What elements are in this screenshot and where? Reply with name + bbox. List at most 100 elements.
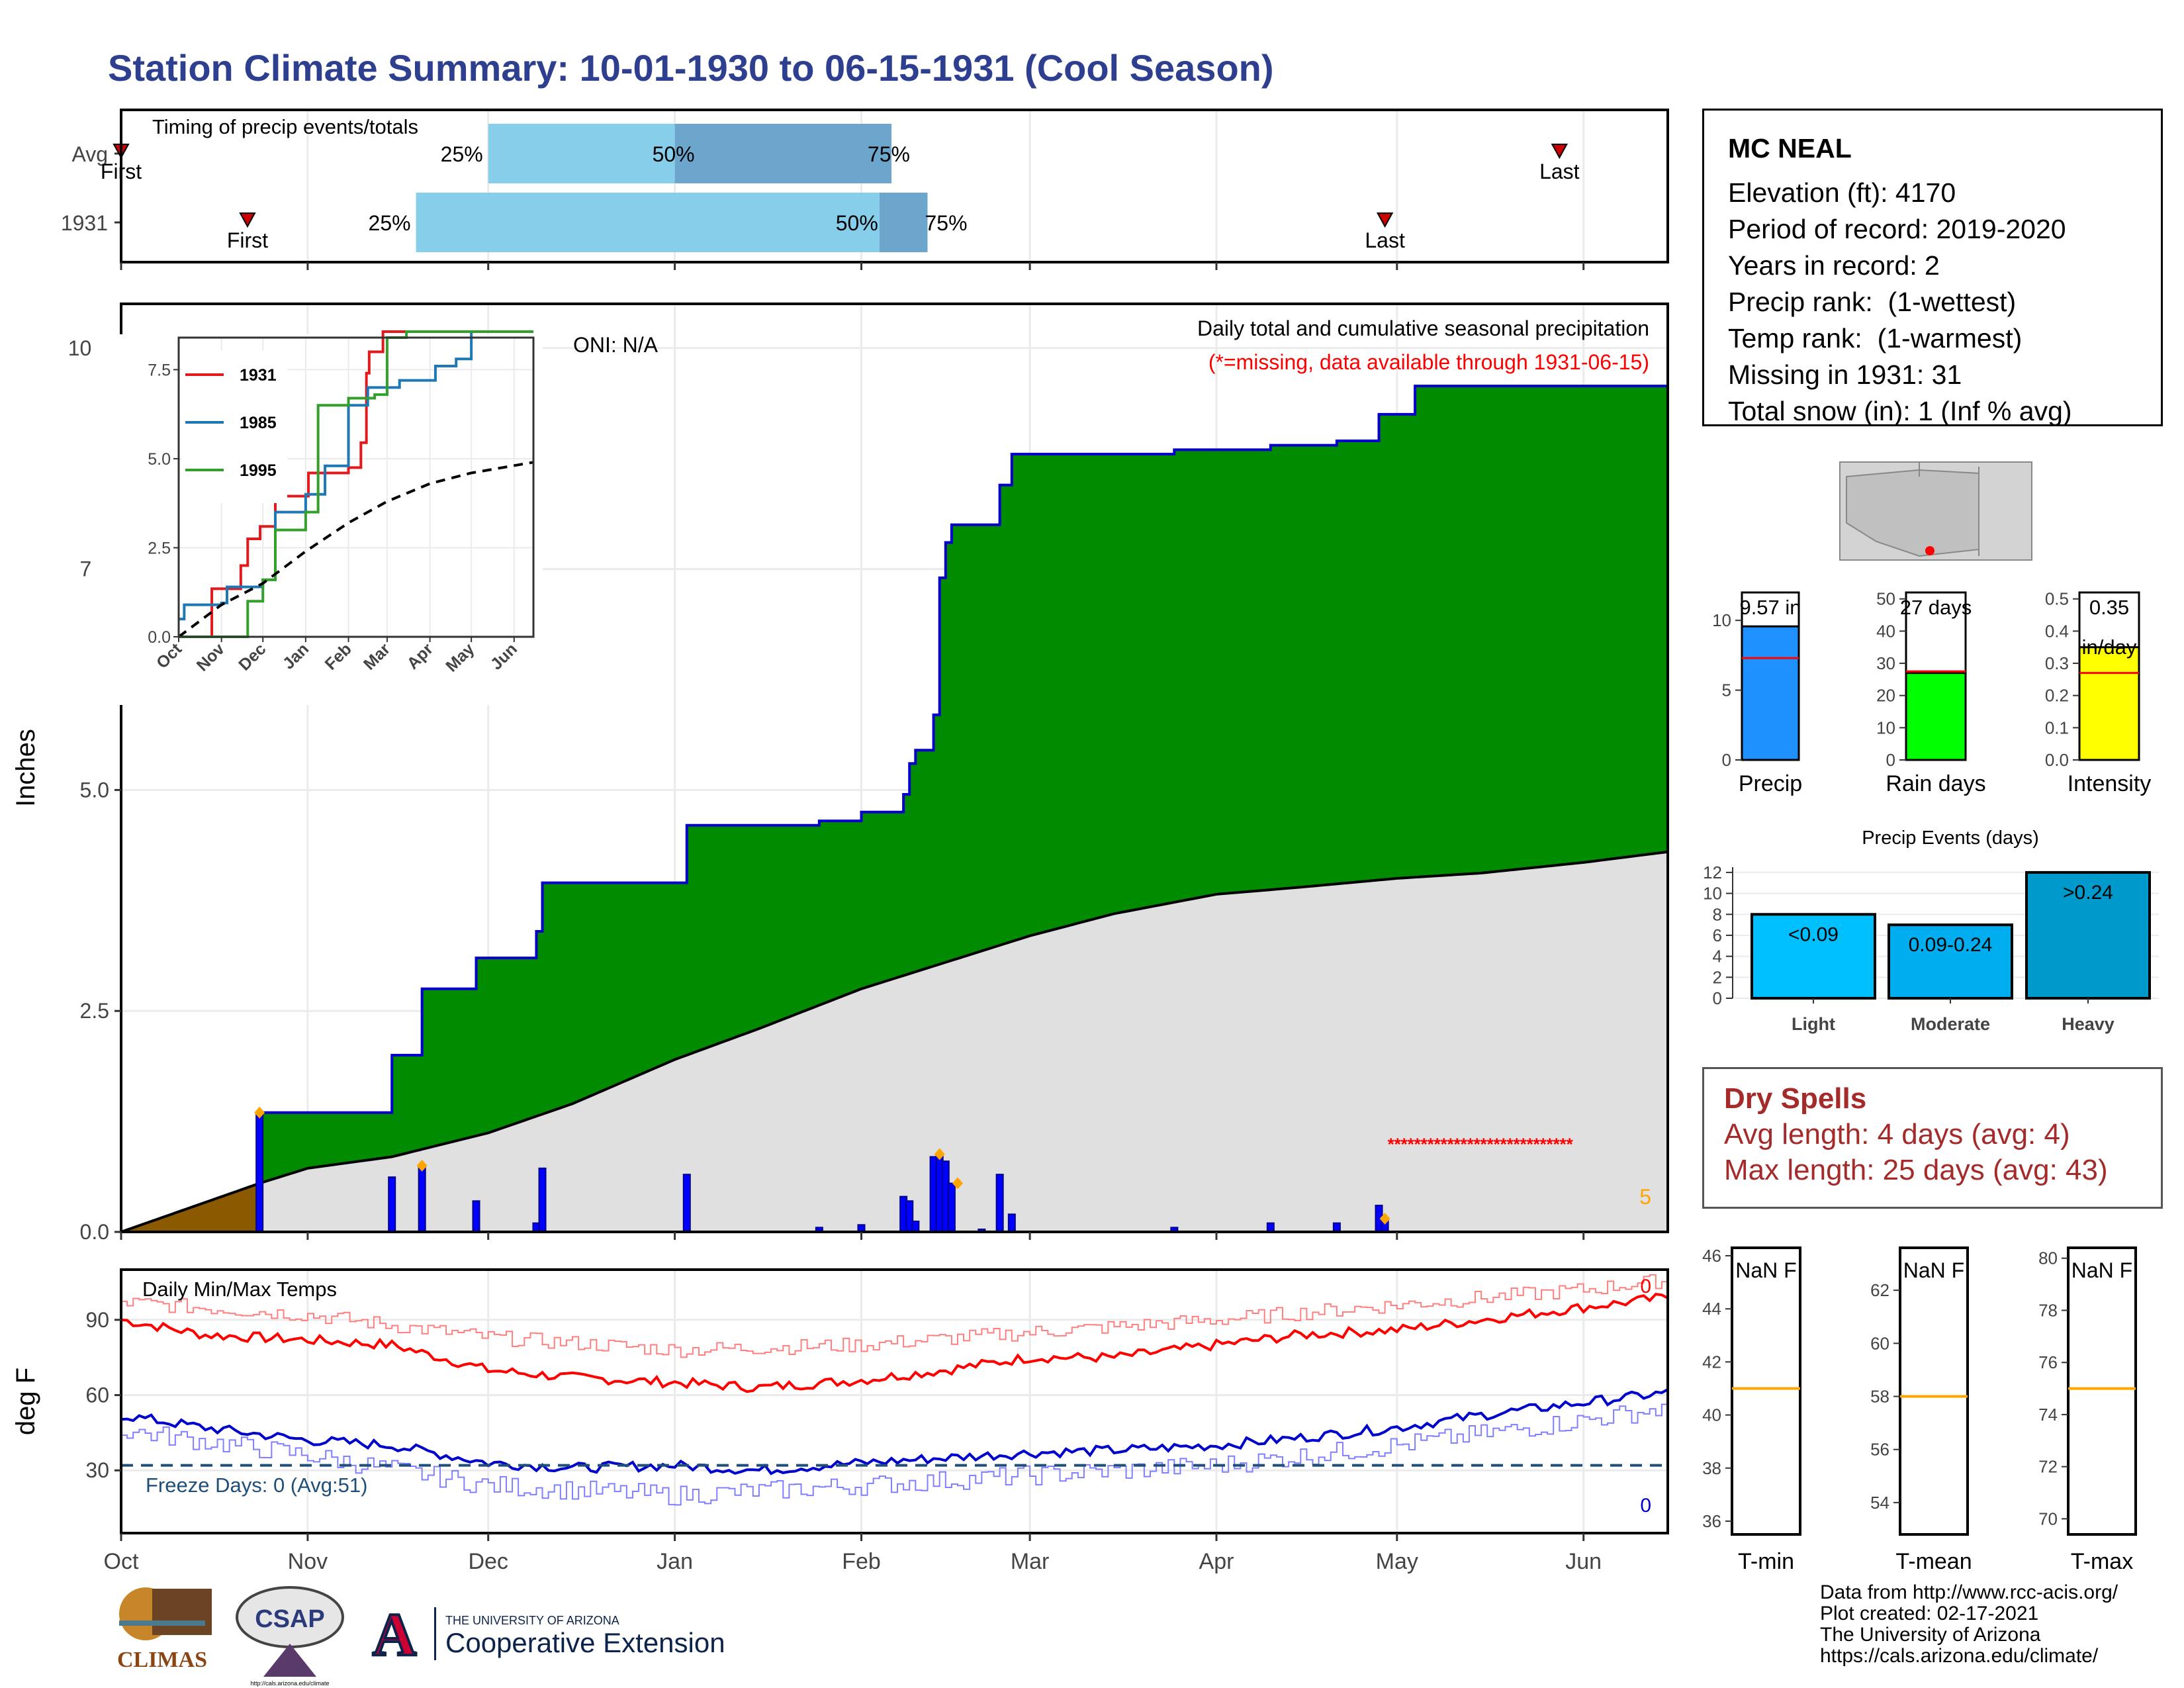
daily-precip-bar <box>388 1176 396 1233</box>
temp-line-max <box>120 1292 1668 1393</box>
daily-precip-bar <box>947 1182 956 1233</box>
station-info-box: MC NEAL Elevation (ft): 4170 Period of r… <box>1702 109 2163 426</box>
precip-event-bar-label: 0.09-0.24 <box>1909 934 1993 956</box>
events-ytick-label: 4 <box>1713 947 1722 966</box>
inset-ytick-label: 0.0 <box>148 628 171 647</box>
temp-panel-label: Daily Min/Max Temps <box>142 1278 337 1301</box>
temp-ylabel: deg F <box>11 1368 40 1435</box>
event-marker-icon <box>1379 1212 1390 1225</box>
summary-ytick-label: 0.0 <box>2045 750 2069 770</box>
station-missing: Missing in 1931: 31 <box>1728 359 1962 390</box>
climas-logo-text: CLIMAS <box>117 1648 207 1672</box>
ua-logo: A THE UNIVERSITY OF ARIZONA Cooperative … <box>363 1601 747 1667</box>
timing-first-label: First <box>227 228 268 252</box>
max-record-count: 0 <box>1640 1276 1651 1297</box>
missing-day-marker: * <box>1507 1134 1514 1154</box>
missing-day-marker: * <box>1394 1134 1402 1154</box>
temp-box-ytick-label: 70 <box>2038 1509 2058 1528</box>
station-precip-rank: Precip rank: (1-wettest) <box>1728 287 2017 317</box>
summary-ytick-label: 0.3 <box>2045 653 2069 673</box>
footer-plot-created: Plot created: 02-17-2021 <box>1820 1603 2039 1624</box>
inset-legend-bg <box>181 351 287 503</box>
station-snow: Total snow (in): 1 (Inf % avg) <box>1728 396 2072 426</box>
observed-precip-line <box>258 385 1668 1232</box>
inset-ytick-label: 2.5 <box>148 539 171 557</box>
inset-frame <box>177 336 535 638</box>
month-axis-label: Feb <box>842 1549 881 1574</box>
summary-ytick-label: 10 <box>1876 718 1895 737</box>
temp-box-ytick-label: 60 <box>1870 1333 1889 1353</box>
dry-spells-title: Dry Spells <box>1724 1082 1867 1115</box>
daily-precip-bar <box>995 1174 1004 1233</box>
temp-box-label: T-mean <box>1895 1549 1972 1574</box>
dry-spells-avg: Avg length: 4 days (avg: 4) <box>1724 1118 2070 1150</box>
temp-box-frame <box>2067 1246 2137 1536</box>
climas-logo: CLIMAS <box>106 1582 218 1681</box>
precip-event-bar-moderate <box>1888 923 2013 1000</box>
precip-event-category: Moderate <box>1911 1014 1990 1034</box>
temp-box-ytick-label: 78 <box>2038 1300 2058 1320</box>
station-temp-rank: Temp rank: (1-warmest) <box>1728 323 2023 353</box>
timing-box-50-75 <box>879 193 928 252</box>
events-ytick-label: 12 <box>1703 863 1722 882</box>
timing-box-25-50 <box>488 124 675 183</box>
precip-event-bar-label: <0.09 <box>1788 923 1839 945</box>
month-axis-label: Nov <box>288 1549 328 1574</box>
missing-day-marker: * <box>1461 1134 1468 1154</box>
dry-spells-max: Max length: 25 days (avg: 43) <box>1724 1154 2108 1186</box>
missing-day-marker: * <box>1494 1134 1501 1154</box>
precip-caption: Daily total and cumulative seasonal prec… <box>1197 316 1649 340</box>
summary-bar-label: Precip <box>1739 771 1802 796</box>
summary-ytick-label: 0.5 <box>2045 589 2069 609</box>
observed-precip-area <box>259 386 1668 1232</box>
events-ytick-label: 0 <box>1713 988 1722 1008</box>
station-years: Years in record: 2 <box>1728 250 1940 281</box>
timing-q75-label: 75% <box>925 211 968 235</box>
timing-q25-label: 25% <box>441 142 483 166</box>
timing-panel-frame <box>120 109 1669 263</box>
daily-precip-bar <box>255 1111 264 1233</box>
precip-panel-frame <box>120 303 1669 1233</box>
oni-label: ONI: N/A <box>573 333 659 357</box>
station-name: MC NEAL <box>1728 133 1852 164</box>
inset-series-line-1931 <box>179 330 533 638</box>
min-record-count: 0 <box>1640 1495 1651 1517</box>
missing-day-marker: * <box>1474 1134 1481 1154</box>
temp-box-ytick-label: 46 <box>1702 1246 1721 1266</box>
missing-day-marker: * <box>1487 1134 1494 1154</box>
summary-ytick-label: 30 <box>1876 653 1895 673</box>
temp-box-ytick-label: 74 <box>2038 1405 2058 1425</box>
csap-mountain-icon <box>263 1644 316 1677</box>
summary-value-label: 27 days <box>1900 596 1972 619</box>
temp-box-frame <box>1731 1246 1801 1536</box>
arizona-shape-icon <box>1846 469 1979 557</box>
temp-box-ytick-label: 36 <box>1702 1511 1721 1531</box>
summary-value-label: 9.57 in <box>1739 596 1801 619</box>
temp-line-min <box>120 1388 1668 1476</box>
timing-box-25-50 <box>416 193 880 252</box>
daily-precip-bar <box>472 1200 480 1233</box>
summary-bar-2 <box>2078 646 2140 761</box>
event-marker-icon <box>254 1106 265 1119</box>
precip-ytick-label: 0.0 <box>80 1220 109 1244</box>
missing-day-marker: * <box>1388 1134 1395 1154</box>
temp-box-ytick-label: 44 <box>1702 1299 1721 1319</box>
event-marker-icon <box>416 1159 428 1172</box>
normal-precip-line <box>120 850 1668 1233</box>
events-ytick-label: 8 <box>1713 904 1722 924</box>
missing-day-marker: * <box>1547 1134 1554 1154</box>
events-ytick-label: 10 <box>1703 884 1722 904</box>
missing-day-marker: * <box>1428 1134 1435 1154</box>
inset-legend-label: 1931 <box>240 366 277 385</box>
footer-credits: Data from http://www.rcc-acis.org/ Plot … <box>1820 1582 2118 1667</box>
summary-ytick-label: 40 <box>1876 621 1895 641</box>
climas-mountain-icon <box>152 1589 212 1635</box>
missing-day-marker: * <box>1567 1134 1574 1154</box>
ua-extension-text: Cooperative Extension <box>445 1627 725 1658</box>
summary-value-label: 0.35 <box>2089 596 2129 619</box>
timing-q25-label: 25% <box>369 211 411 235</box>
precip-ylabel: Inches <box>11 729 40 807</box>
month-axis-label: Jun <box>1565 1549 1602 1574</box>
temp-box-label: T-max <box>2071 1549 2133 1574</box>
inset-series-line-1995 <box>179 330 533 638</box>
